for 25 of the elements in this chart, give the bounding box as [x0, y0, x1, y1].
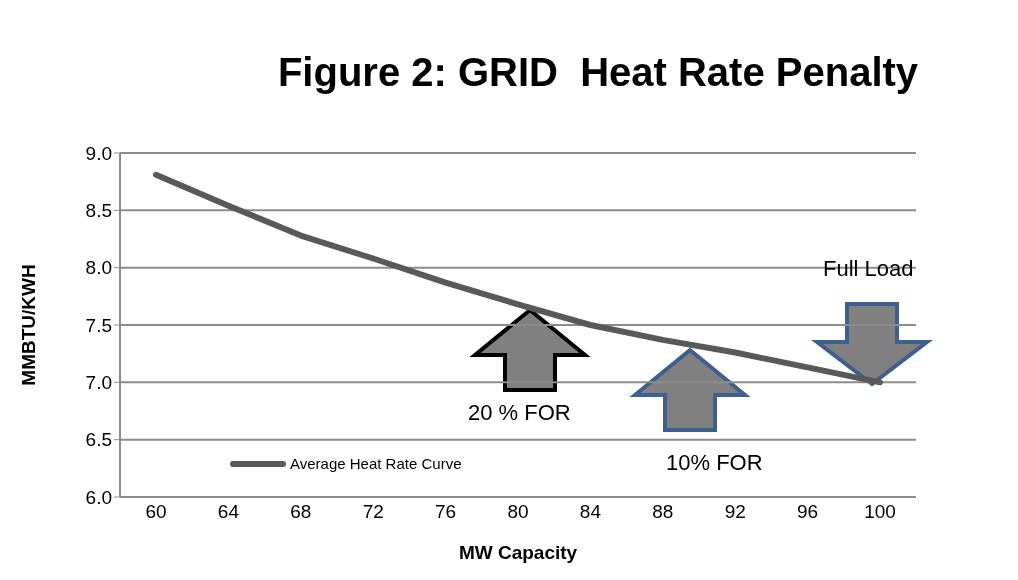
- x-tick-label: 92: [724, 501, 746, 523]
- x-tick-label: 72: [362, 501, 384, 523]
- legend-label: Average Heat Rate Curve: [290, 455, 462, 472]
- x-tick-label: 84: [579, 501, 602, 523]
- y-tick-label: 8.5: [85, 200, 112, 222]
- x-axis-title: MW Capacity: [458, 542, 578, 563]
- x-tick-label: 88: [652, 501, 674, 523]
- y-tick-label: 8.0: [85, 257, 112, 279]
- y-tick-label: 7.5: [85, 314, 112, 336]
- annotation: Full Load: [823, 256, 914, 282]
- y-tick-label: 6.0: [85, 486, 112, 508]
- x-tick-label: 100: [864, 501, 896, 523]
- x-tick-label: 60: [145, 501, 167, 523]
- y-tick-label: 9.0: [85, 142, 112, 164]
- x-tick-label: 80: [507, 501, 529, 523]
- x-tick-label: 76: [435, 501, 457, 523]
- x-tick-label: 68: [290, 501, 312, 523]
- x-tick-label: 64: [217, 501, 240, 523]
- chart-title: Figure 2: GRID Heat Rate Penalty: [276, 50, 920, 95]
- y-tick-label: 6.5: [85, 429, 112, 451]
- y-tick-label: 7.0: [85, 372, 112, 394]
- annotation: 10% FOR: [666, 450, 763, 476]
- x-tick-label: 96: [797, 501, 819, 523]
- y-axis-title: MMBTU/KWH: [17, 264, 39, 386]
- annotation: 20 % FOR: [468, 400, 571, 426]
